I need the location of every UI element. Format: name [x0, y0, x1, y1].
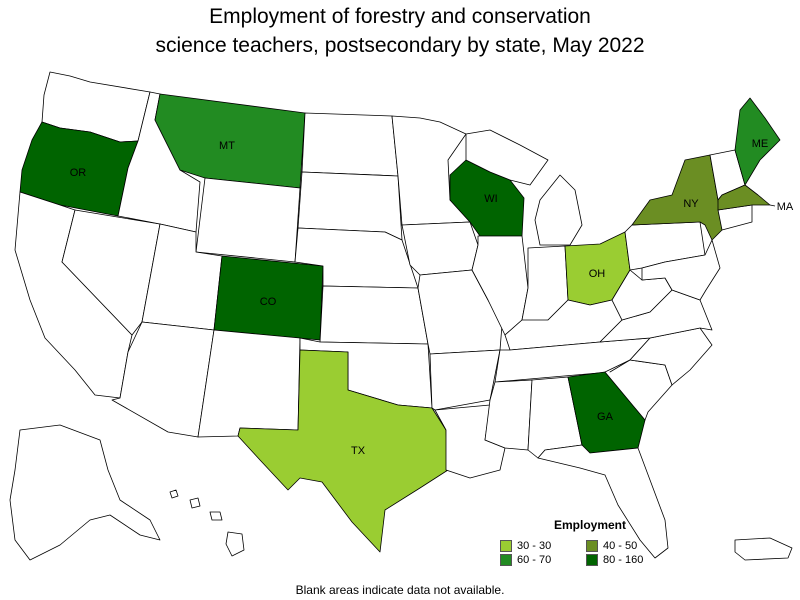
label-mt: MT: [219, 140, 235, 152]
footnote: Blank areas indicate data not available.: [295, 583, 505, 597]
legend-swatch: [500, 554, 512, 566]
state-ia[interactable]: [401, 221, 479, 276]
legend-item-60-70: 60 - 70: [500, 554, 586, 566]
state-ma[interactable]: [717, 184, 771, 211]
title-line-2: science teachers, postsecondary by state…: [155, 34, 645, 57]
leader-ma: [769, 204, 776, 207]
state-hi[interactable]: [169, 489, 245, 557]
legend-item-40-50: 40 - 50: [586, 540, 672, 552]
label-ma: MA: [777, 201, 794, 213]
state-nm[interactable]: [197, 329, 301, 438]
puerto-rico[interactable]: [734, 537, 793, 561]
legend-label: 30 - 30: [517, 540, 552, 552]
legend-swatch: [500, 540, 512, 552]
state-ar[interactable]: [429, 349, 501, 411]
state-nc[interactable]: [609, 327, 713, 386]
legend-swatch: [586, 540, 598, 552]
state-ks[interactable]: [319, 285, 429, 345]
label-me: ME: [752, 138, 769, 150]
label-tx: TX: [351, 445, 366, 457]
legend-item-30-30: 30 - 30: [500, 540, 586, 552]
legend-item-80-160: 80 - 160: [586, 554, 672, 566]
state-ak[interactable]: [9, 424, 161, 561]
label-or: OR: [70, 167, 87, 179]
label-co: CO: [260, 296, 277, 308]
map-title: Employment of forestry and conservation …: [0, 2, 800, 60]
label-oh: OH: [589, 268, 606, 280]
state-mn[interactable]: [391, 115, 471, 226]
state-nd[interactable]: [301, 112, 399, 177]
label-ga: GA: [597, 411, 614, 423]
state-fl[interactable]: [537, 444, 669, 559]
state-md-de-nj[interactable]: [641, 239, 721, 301]
state-tx[interactable]: [237, 349, 449, 553]
label-wi: WI: [484, 193, 497, 205]
legend-grid: 30 - 30 40 - 50 60 - 70 80 - 160: [500, 540, 670, 566]
state-mi[interactable]: [465, 129, 583, 246]
legend-label: 40 - 50: [603, 540, 638, 552]
legend-label: 60 - 70: [517, 554, 552, 566]
legend-title: Employment: [553, 518, 626, 532]
label-ny: NY: [683, 198, 699, 210]
legend-swatch: [586, 554, 598, 566]
title-line-1: Employment of forestry and conservation: [209, 5, 591, 28]
state-wy[interactable]: [195, 177, 301, 263]
legend: Employment 30 - 30 40 - 50 60 - 70 80 - …: [500, 518, 670, 566]
legend-label: 80 - 160: [603, 554, 644, 566]
state-me[interactable]: [734, 97, 781, 186]
